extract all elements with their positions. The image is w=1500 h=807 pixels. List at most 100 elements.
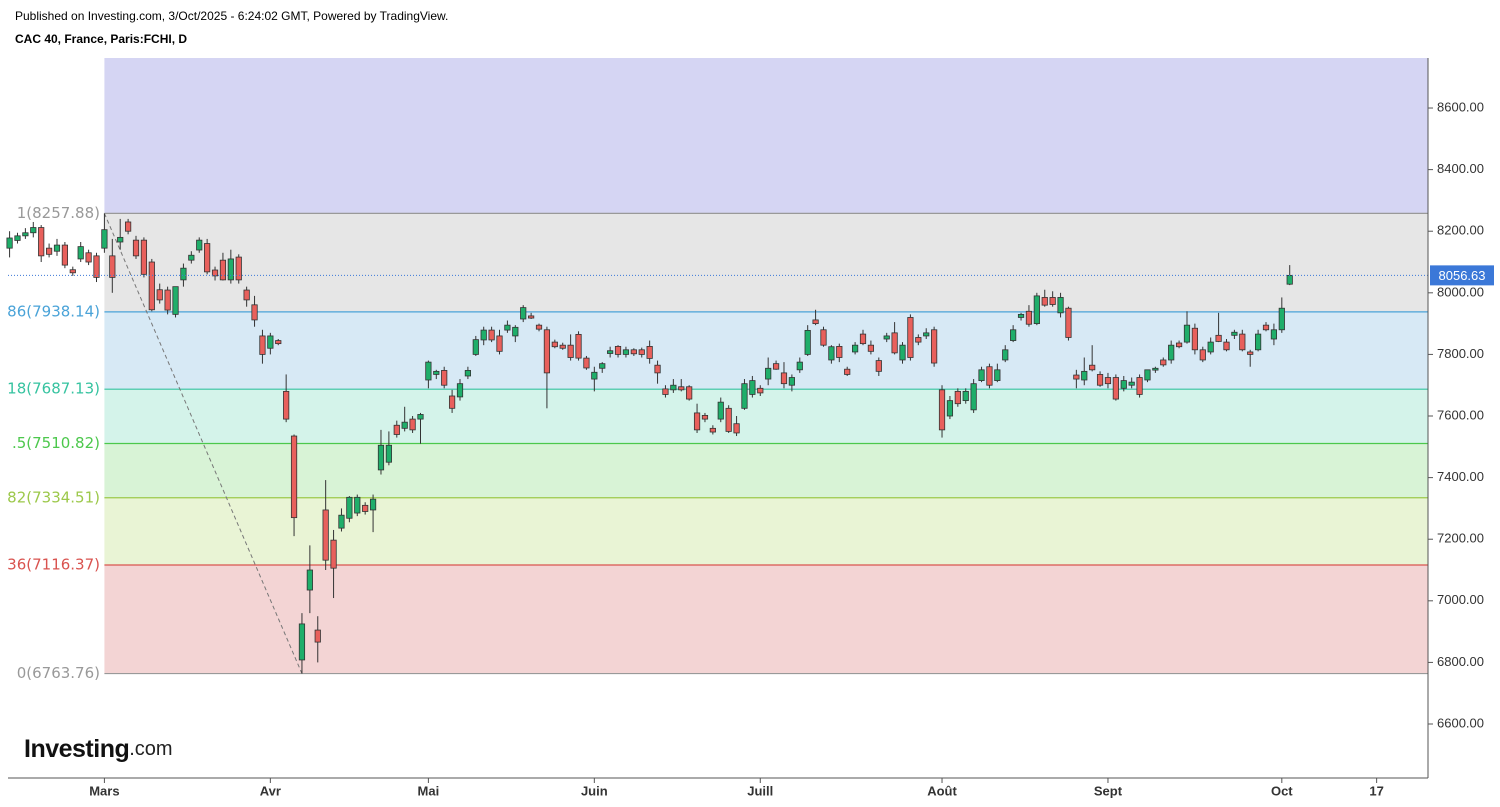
candle-body [172, 286, 179, 315]
fib-level-label: 36(7116.37) [7, 555, 100, 573]
candle-body [385, 444, 392, 463]
fib-zone [104, 213, 1428, 312]
candle-body [53, 244, 61, 252]
candle-body [946, 400, 954, 417]
candle-body [22, 232, 29, 237]
last-price-label: 8056.63 [1439, 268, 1486, 283]
candle-body [1089, 364, 1096, 371]
candle-body [125, 221, 132, 232]
candle-body [1144, 369, 1151, 381]
candle-body [109, 255, 116, 278]
candle-body [670, 384, 677, 391]
candle-body [551, 341, 558, 348]
candle-body [931, 329, 938, 364]
candle-body [101, 229, 108, 249]
plot-area [6, 58, 1428, 675]
y-tick-label: 7400.00 [1437, 469, 1484, 484]
candle-body [496, 335, 503, 352]
candle-body [1128, 381, 1135, 386]
candle-body [907, 317, 914, 358]
candle-body [180, 267, 187, 281]
candle-body [899, 344, 906, 361]
published-note: Published on Investing.com, 3/Oct/2025 -… [15, 9, 448, 23]
candle-body [204, 243, 211, 273]
candle-body [741, 383, 748, 409]
candle-body [6, 237, 13, 249]
candle-body [251, 304, 258, 321]
candle-body [362, 504, 369, 512]
candle-body [140, 239, 148, 275]
candle-body [338, 514, 345, 529]
candle-body [480, 329, 487, 341]
candle-body [1270, 329, 1278, 340]
candle-body [132, 239, 140, 257]
candle-body [875, 360, 882, 372]
x-tick-label: Oct [1271, 783, 1293, 798]
candle-body [535, 324, 543, 330]
x-tick-label: Sept [1094, 783, 1123, 798]
candle-body [1231, 331, 1238, 336]
candle-body [836, 346, 843, 358]
last-price-box [1430, 265, 1494, 286]
x-tick-label: Avr [260, 783, 281, 798]
fib-extension-zone [104, 58, 1428, 214]
candle-body [796, 361, 803, 371]
candle-body [567, 344, 574, 358]
candle-body [448, 395, 456, 409]
candle-body [433, 370, 440, 375]
candle-body [1215, 334, 1222, 342]
candle-body [243, 289, 250, 301]
fib-level-label: 82(7334.51) [7, 488, 100, 506]
candle-body [678, 386, 685, 391]
candle-body [472, 339, 479, 355]
y-tick-label: 6600.00 [1437, 715, 1484, 730]
candle-body [986, 366, 993, 386]
candle-body [1286, 274, 1293, 285]
candle-body [512, 326, 519, 337]
candle-body [93, 255, 100, 278]
candle-body [275, 340, 282, 345]
candle-body [1168, 344, 1175, 361]
candle-body [1041, 297, 1048, 306]
candle-body [369, 498, 377, 511]
candle-body [717, 401, 724, 420]
x-tick-label: Mai [418, 783, 440, 798]
candle-body [377, 444, 385, 471]
candle-body [575, 333, 582, 359]
logo: Investing.com [24, 735, 173, 763]
candle-body [156, 289, 163, 301]
candle-body [425, 361, 432, 381]
candle-body [867, 344, 875, 352]
y-tick-label: 8200.00 [1437, 223, 1484, 238]
candle-body [1160, 359, 1167, 366]
candle-body [543, 329, 551, 374]
candle-body [994, 369, 1001, 381]
candle-body [69, 269, 76, 274]
candle-body [804, 329, 811, 355]
candle-body [283, 390, 290, 420]
candle-body [528, 315, 535, 319]
candle-body [954, 390, 961, 405]
candle-body [488, 329, 495, 341]
candle-body [749, 380, 756, 395]
candle-body [812, 319, 819, 325]
candle-body [788, 377, 795, 386]
candle-body [77, 246, 84, 260]
candle-body [354, 496, 361, 514]
candle-body [14, 235, 21, 241]
candle-body [441, 370, 448, 386]
candle-body [1049, 297, 1056, 305]
candle-body [1136, 377, 1143, 395]
candle-body [1191, 327, 1198, 351]
candle-body [164, 289, 171, 311]
candle-body [1255, 333, 1262, 351]
candle-body [654, 364, 661, 374]
candle-body [148, 261, 155, 311]
candle-body [772, 363, 780, 370]
candle-body [630, 349, 637, 355]
candle-body [45, 247, 53, 255]
candle-body [1120, 380, 1127, 389]
candle-body [1010, 329, 1017, 341]
candle-body [1278, 307, 1285, 331]
